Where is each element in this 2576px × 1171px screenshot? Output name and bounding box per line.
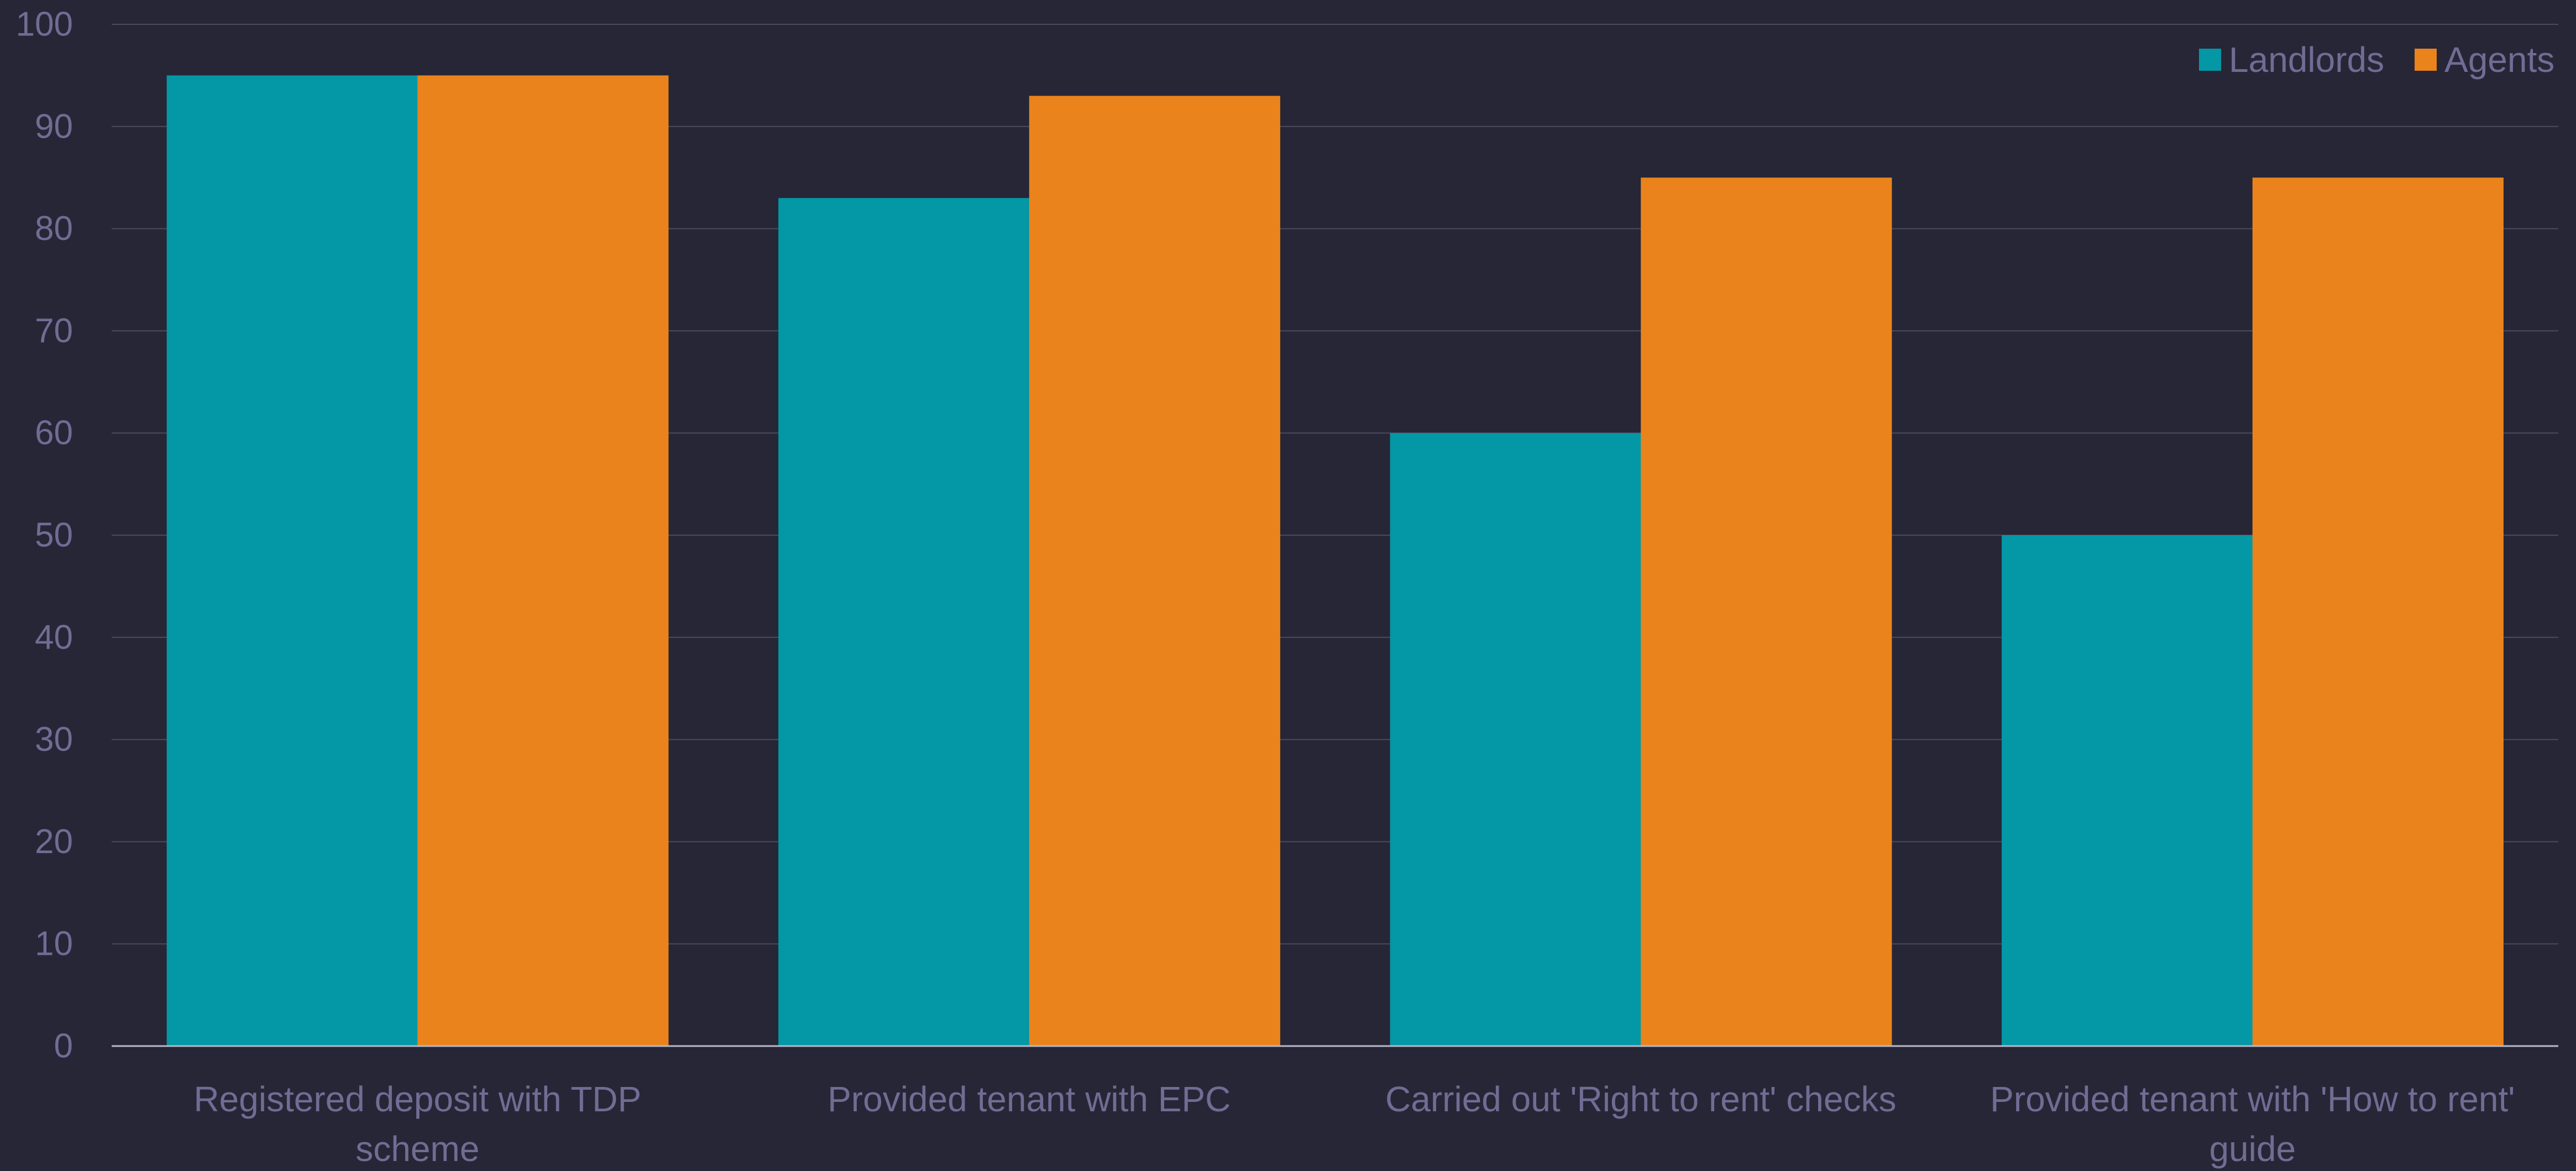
y-tick-label: 80 <box>35 210 73 248</box>
y-tick-label: 90 <box>35 107 73 145</box>
bar-landlords-0 <box>166 75 418 1046</box>
y-tick-label: 60 <box>35 414 73 452</box>
y-tick-label: 70 <box>35 312 73 350</box>
bar-agents-2 <box>1641 177 1892 1047</box>
legend-label-landlords: Landlords <box>2229 40 2384 80</box>
legend-swatch-agents <box>2415 49 2437 71</box>
bar-landlords-3 <box>2002 535 2253 1046</box>
legend-label-agents: Agents <box>2444 40 2554 80</box>
y-axis-tick-labels: 0 10 20 30 40 50 60 70 80 90 100 <box>16 6 73 1065</box>
y-tick-label: 10 <box>35 925 73 963</box>
bar-landlords-1 <box>778 198 1030 1046</box>
y-tick-label: 100 <box>16 6 73 44</box>
x-category-label: Carried out 'Right to rent' checks <box>1385 1079 1896 1119</box>
y-tick-label: 40 <box>35 618 73 656</box>
y-tick-label: 20 <box>35 823 73 861</box>
y-tick-label: 50 <box>35 516 73 555</box>
x-category-label: Provided tenant with EPC <box>828 1079 1231 1119</box>
x-category-label: scheme <box>355 1129 479 1169</box>
bar-agents-3 <box>2252 177 2504 1047</box>
bar-agents-0 <box>417 75 669 1046</box>
bar-landlords-2 <box>1390 433 1641 1047</box>
y-tick-label: 30 <box>35 720 73 759</box>
x-axis-category-labels: Registered deposit with TDP scheme Provide… <box>193 1079 2515 1169</box>
legend-swatch-landlords <box>2199 49 2221 71</box>
x-category-label: Provided tenant with 'How to rent' <box>1990 1079 2515 1119</box>
x-category-label: guide <box>2209 1129 2296 1169</box>
legend: Landlords Agents <box>2199 40 2554 80</box>
bars <box>166 75 2504 1047</box>
x-category-label: Registered deposit with TDP <box>193 1079 641 1119</box>
y-tick-label: 0 <box>54 1027 73 1065</box>
bar-agents-1 <box>1029 96 1280 1047</box>
